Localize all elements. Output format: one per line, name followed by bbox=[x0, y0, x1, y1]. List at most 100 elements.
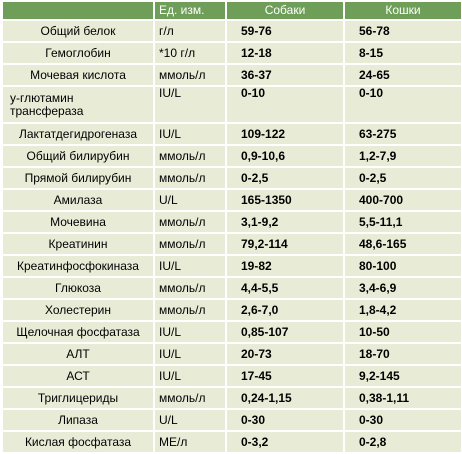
table-row: Глюкоза ммоль/л 4,4-5,5 3,4-6,9 bbox=[3, 278, 461, 298]
unit-cell: IU/L bbox=[155, 124, 225, 144]
dogs-value-cell: 0-3,2 bbox=[227, 432, 343, 452]
cats-value-cell: 0-10 bbox=[345, 87, 461, 122]
cats-value-cell: 1,8-4,2 bbox=[345, 300, 461, 320]
cats-value-cell: 9,2-145 bbox=[345, 366, 461, 386]
parameter-name-cell: Лактатдегидрогеназа bbox=[3, 124, 153, 144]
table-row: Прямой билирубин ммоль/л 0-2,5 0-2,5 bbox=[3, 168, 461, 188]
parameter-name-cell: Липаза bbox=[3, 410, 153, 430]
cats-value-cell: 18-70 bbox=[345, 344, 461, 364]
parameter-name-cell: АЛТ bbox=[3, 344, 153, 364]
table-row: Гемоглобин *10 г/л 12-18 8-15 bbox=[3, 43, 461, 63]
table-row: Амилаза U/L 165-1350 400-700 bbox=[3, 190, 461, 210]
dogs-value-cell: 0-30 bbox=[227, 410, 343, 430]
unit-cell: IU/L bbox=[155, 87, 225, 122]
parameter-name-cell: Прямой билирубин bbox=[3, 168, 153, 188]
header-parameter bbox=[3, 2, 153, 19]
parameter-name-cell: Холестерин bbox=[3, 300, 153, 320]
unit-cell: ммоль/л bbox=[155, 168, 225, 188]
table-row: Мочевина ммоль/л 3,1-9,2 5,5-11,1 bbox=[3, 212, 461, 232]
dogs-value-cell: 0-2,5 bbox=[227, 168, 343, 188]
table-row: Общий билирубин ммоль/л 0,9-10,6 1,2-7,9 bbox=[3, 146, 461, 166]
cats-value-cell: 48,6-165 bbox=[345, 234, 461, 254]
parameter-name-cell: Амилаза bbox=[3, 190, 153, 210]
table-row: Щелочная фосфатаза IU/L 0,85-107 10-50 bbox=[3, 322, 461, 342]
unit-cell: IU/L bbox=[155, 366, 225, 386]
dogs-value-cell: 12-18 bbox=[227, 43, 343, 63]
unit-cell: U/L bbox=[155, 190, 225, 210]
table-row: АСТ IU/L 17-45 9,2-145 bbox=[3, 366, 461, 386]
dogs-value-cell: 19-82 bbox=[227, 256, 343, 276]
dogs-value-cell: 20-73 bbox=[227, 344, 343, 364]
dogs-value-cell: 2,6-7,0 bbox=[227, 300, 343, 320]
table-row: Креатинин ммоль/л 79,2-114 48,6-165 bbox=[3, 234, 461, 254]
table-row: Общий белок г/л 59-76 56-78 bbox=[3, 21, 461, 41]
parameter-name-cell: Глюкоза bbox=[3, 278, 153, 298]
table-body: Общий белок г/л 59-76 56-78 Гемоглобин *10 г/… bbox=[3, 21, 461, 452]
unit-cell: г/л bbox=[155, 21, 225, 41]
table-row: Мочевая кислота ммоль/л 36-37 24-65 bbox=[3, 65, 461, 85]
cats-value-cell: 56-78 bbox=[345, 21, 461, 41]
dogs-value-cell: 17-45 bbox=[227, 366, 343, 386]
reference-values-table-container: Ед. изм. Собаки Кошки Общий белок г/л 59-7… bbox=[3, 2, 461, 452]
cats-value-cell: 0-2,5 bbox=[345, 168, 461, 188]
parameter-name-cell: Триглицериды bbox=[3, 388, 153, 408]
cats-value-cell: 8-15 bbox=[345, 43, 461, 63]
unit-cell: U/L bbox=[155, 410, 225, 430]
parameter-name-cell: АСТ bbox=[3, 366, 153, 386]
header-unit: Ед. изм. bbox=[155, 2, 225, 19]
cats-value-cell: 0-2,8 bbox=[345, 432, 461, 452]
cats-value-cell: 24-65 bbox=[345, 65, 461, 85]
unit-cell: ммоль/л bbox=[155, 146, 225, 166]
dogs-value-cell: 0,24-1,15 bbox=[227, 388, 343, 408]
table-header-row: Ед. изм. Собаки Кошки bbox=[3, 2, 461, 19]
unit-cell: ммоль/л bbox=[155, 65, 225, 85]
dogs-value-cell: 3,1-9,2 bbox=[227, 212, 343, 232]
unit-cell: IU/L bbox=[155, 256, 225, 276]
unit-cell: МЕ/л bbox=[155, 432, 225, 452]
parameter-name-cell: Кислая фосфатаза bbox=[3, 432, 153, 452]
parameter-name-cell: Мочевина bbox=[3, 212, 153, 232]
cats-value-cell: 400-700 bbox=[345, 190, 461, 210]
cats-value-cell: 5,5-11,1 bbox=[345, 212, 461, 232]
table-row: АЛТ IU/L 20-73 18-70 bbox=[3, 344, 461, 364]
table-row: у-глютамин трансфераза IU/L 0-10 0-10 bbox=[3, 87, 461, 122]
parameter-name-cell: Гемоглобин bbox=[3, 43, 153, 63]
table-row: Кислая фосфатаза МЕ/л 0-3,2 0-2,8 bbox=[3, 432, 461, 452]
parameter-name-cell: Креатинин bbox=[3, 234, 153, 254]
parameter-name-cell: Общий белок bbox=[3, 21, 153, 41]
parameter-name-cell: у-глютамин трансфераза bbox=[3, 87, 153, 122]
parameter-name-cell: Щелочная фосфатаза bbox=[3, 322, 153, 342]
parameter-name-cell: Мочевая кислота bbox=[3, 65, 153, 85]
dogs-value-cell: 0,85-107 bbox=[227, 322, 343, 342]
unit-cell: ммоль/л bbox=[155, 388, 225, 408]
cats-value-cell: 63-275 bbox=[345, 124, 461, 144]
table-row: Липаза U/L 0-30 0-30 bbox=[3, 410, 461, 430]
dogs-value-cell: 165-1350 bbox=[227, 190, 343, 210]
header-cats: Кошки bbox=[345, 2, 461, 19]
dogs-value-cell: 36-37 bbox=[227, 65, 343, 85]
unit-cell: ммоль/л bbox=[155, 234, 225, 254]
unit-cell: ммоль/л bbox=[155, 212, 225, 232]
table-row: Холестерин ммоль/л 2,6-7,0 1,8-4,2 bbox=[3, 300, 461, 320]
cats-value-cell: 10-50 bbox=[345, 322, 461, 342]
parameter-name-cell: Общий билирубин bbox=[3, 146, 153, 166]
unit-cell: IU/L bbox=[155, 344, 225, 364]
table-row: Лактатдегидрогеназа IU/L 109-122 63-275 bbox=[3, 124, 461, 144]
unit-cell: IU/L bbox=[155, 322, 225, 342]
parameter-name-cell: Креатинфосфокиназа bbox=[3, 256, 153, 276]
cats-value-cell: 80-100 bbox=[345, 256, 461, 276]
table-row: Креатинфосфокиназа IU/L 19-82 80-100 bbox=[3, 256, 461, 276]
cats-value-cell: 1,2-7,9 bbox=[345, 146, 461, 166]
cats-value-cell: 0,38-1,11 bbox=[345, 388, 461, 408]
dogs-value-cell: 0,9-10,6 bbox=[227, 146, 343, 166]
dogs-value-cell: 59-76 bbox=[227, 21, 343, 41]
dogs-value-cell: 4,4-5,5 bbox=[227, 278, 343, 298]
unit-cell: ммоль/л bbox=[155, 278, 225, 298]
cats-value-cell: 3,4-6,9 bbox=[345, 278, 461, 298]
unit-cell: ммоль/л bbox=[155, 300, 225, 320]
table-row: Триглицериды ммоль/л 0,24-1,15 0,38-1,11 bbox=[3, 388, 461, 408]
dogs-value-cell: 109-122 bbox=[227, 124, 343, 144]
dogs-value-cell: 79,2-114 bbox=[227, 234, 343, 254]
dogs-value-cell: 0-10 bbox=[227, 87, 343, 122]
